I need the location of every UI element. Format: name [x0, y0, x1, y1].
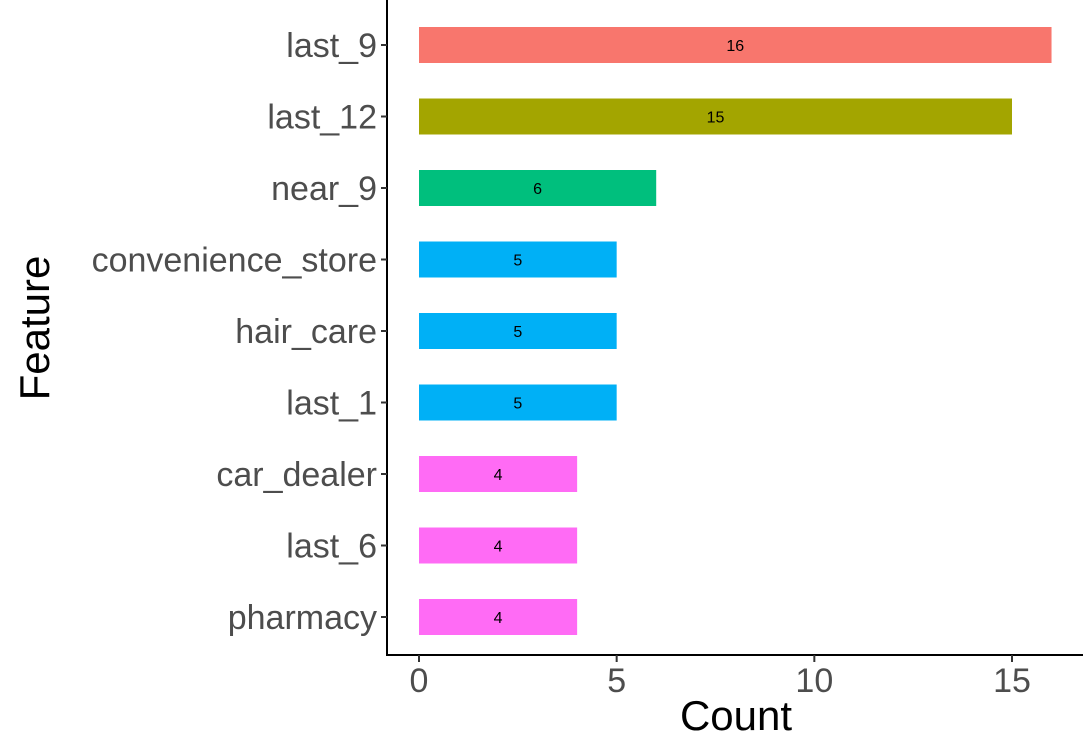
x-axis-title: Count [680, 692, 792, 738]
bar-value-label: 4 [494, 610, 503, 627]
x-tick-label: 10 [795, 662, 833, 700]
bar-last_1 [419, 384, 617, 421]
bar-last_9 [419, 27, 1052, 63]
bar-value-label: 5 [513, 324, 522, 341]
y-tick-label-last_1: last_1 [286, 385, 377, 423]
y-tick-label-car_dealer: car_dealer [216, 456, 377, 494]
bar-pharmacy [419, 599, 578, 635]
bar-last_6 [419, 527, 578, 564]
y-tick-label-last_9: last_9 [286, 27, 377, 65]
bar-near_9 [419, 170, 657, 206]
bar-value-label: 15 [707, 110, 725, 127]
y-tick-label-hair_care: hair_care [235, 313, 377, 351]
bar-car_dealer [419, 456, 578, 492]
x-tick-label: 15 [993, 662, 1031, 700]
bars-layer: 16 15 6 5 5 5 4 4 4 [419, 27, 1052, 635]
ticks-layer: last_9 last_12 near_9 convenience_storehair… [92, 27, 1031, 700]
bar-convenience_store [419, 241, 617, 278]
x-tick-label: 5 [607, 662, 626, 700]
bar-value-label: 6 [533, 181, 542, 198]
y-axis-title: Feature [11, 256, 58, 401]
x-tick-label: 0 [410, 662, 429, 700]
bar-last_12 [419, 98, 1012, 135]
bar-value-label: 5 [513, 396, 522, 413]
y-tick-label-last_6: last_6 [286, 528, 377, 566]
bar-value-label: 4 [494, 467, 503, 484]
y-tick-label-last_12: last_12 [267, 99, 377, 137]
bar-value-label: 16 [726, 38, 744, 55]
bar-hair_care [419, 313, 617, 349]
y-tick-label-convenience_store: convenience_store [92, 242, 377, 280]
bar-value-label: 5 [513, 253, 522, 270]
y-tick-label-near_9: near_9 [271, 170, 377, 208]
y-tick-label-pharmacy: pharmacy [228, 599, 377, 637]
bar-value-label: 4 [494, 539, 503, 556]
